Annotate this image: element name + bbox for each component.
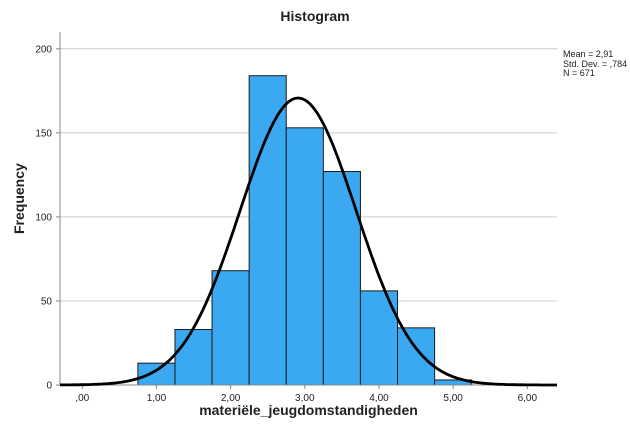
x-tick-label: 1,00 (147, 393, 167, 404)
stats-mean: Mean = 2,91 (563, 49, 614, 59)
x-axis-label: materiële_jeugdomstandigheden (199, 402, 418, 418)
stats-box: Mean = 2,91 Std. Dev. = ,784 N = 671 (563, 49, 628, 79)
x-tick-label: ,00 (75, 393, 89, 404)
histogram-bar (137, 362, 176, 386)
y-tick-label: 150 (35, 128, 52, 139)
histogram-bar (174, 329, 213, 386)
x-tick-label: 3,00 (295, 393, 315, 404)
stats-std-dev: Std. Dev. = ,784 (563, 58, 628, 69)
x-tick-label: 5,00 (443, 393, 463, 404)
x-tick-label: 2,00 (221, 393, 241, 404)
histogram-bar (248, 75, 287, 386)
normal-curve (60, 96, 557, 387)
y-axis-label: Frequency (11, 163, 27, 234)
histogram-bar (285, 127, 324, 386)
y-tick-label: 0 (46, 381, 52, 392)
y-tick-label: 200 (35, 44, 52, 55)
y-axis-label-text: Frequency (11, 163, 27, 234)
y-tick-label: 100 (35, 212, 52, 223)
x-tick-label: 4,00 (369, 393, 389, 404)
x-tick-label: 6,00 (518, 393, 538, 404)
histogram-bar (211, 270, 250, 386)
chart-title: Histogram (280, 8, 350, 24)
histogram-bar (397, 327, 436, 386)
y-tick-label: 50 (41, 296, 53, 307)
stats-n: N = 671 (563, 68, 595, 78)
